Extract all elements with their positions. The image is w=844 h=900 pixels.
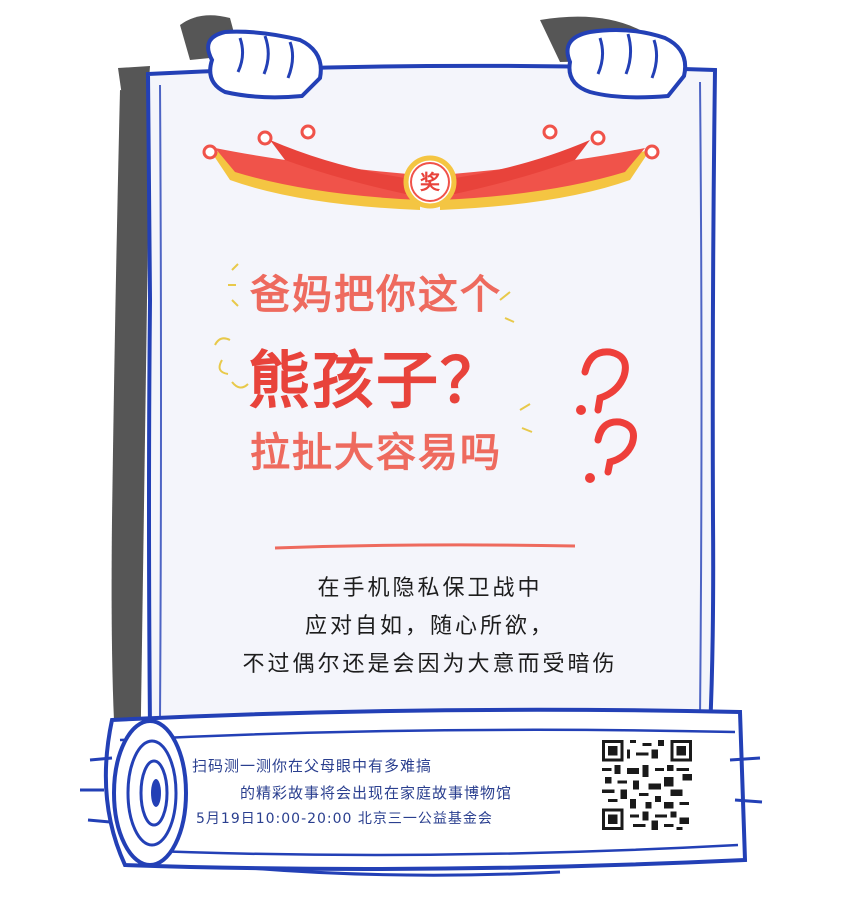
award-badge-label: 奖 xyxy=(420,170,440,194)
body-line-3: 不过偶尔还是会因为大意而受暗伤 xyxy=(242,652,618,677)
qr-code-icon[interactable] xyxy=(602,740,692,830)
headline-line-1: 爸妈把你这个 xyxy=(250,272,502,318)
question-mark-dot xyxy=(576,405,586,415)
headline-line-3: 拉扯大容易吗 xyxy=(250,430,502,476)
footer-line-2: 的精彩故事将会出现在家庭故事博物馆 xyxy=(240,784,513,802)
footer-line-3: 5月19日10:00-20:00 北京三一公益基金会 xyxy=(196,811,493,827)
body-line-2: 应对自如，随心所欲， xyxy=(304,614,555,639)
question-mark-dot xyxy=(585,473,595,483)
divider xyxy=(274,543,576,550)
question-mark-icon xyxy=(581,348,637,476)
award-badge: 奖 xyxy=(410,166,450,198)
body-line-1: 在手机隐私保卫战中 xyxy=(317,576,543,601)
ribbon-icon xyxy=(202,124,660,210)
hand-icon-right xyxy=(565,28,688,100)
footer-line-1: 扫码测一测你在父母眼中有多难搞 xyxy=(192,757,433,775)
scroll-shadow xyxy=(111,90,150,780)
scroll-roll xyxy=(103,707,748,871)
headline-line-2: 熊孩子？ xyxy=(248,344,505,417)
hand-icon-left xyxy=(206,29,323,100)
paper-sheet xyxy=(145,63,718,732)
